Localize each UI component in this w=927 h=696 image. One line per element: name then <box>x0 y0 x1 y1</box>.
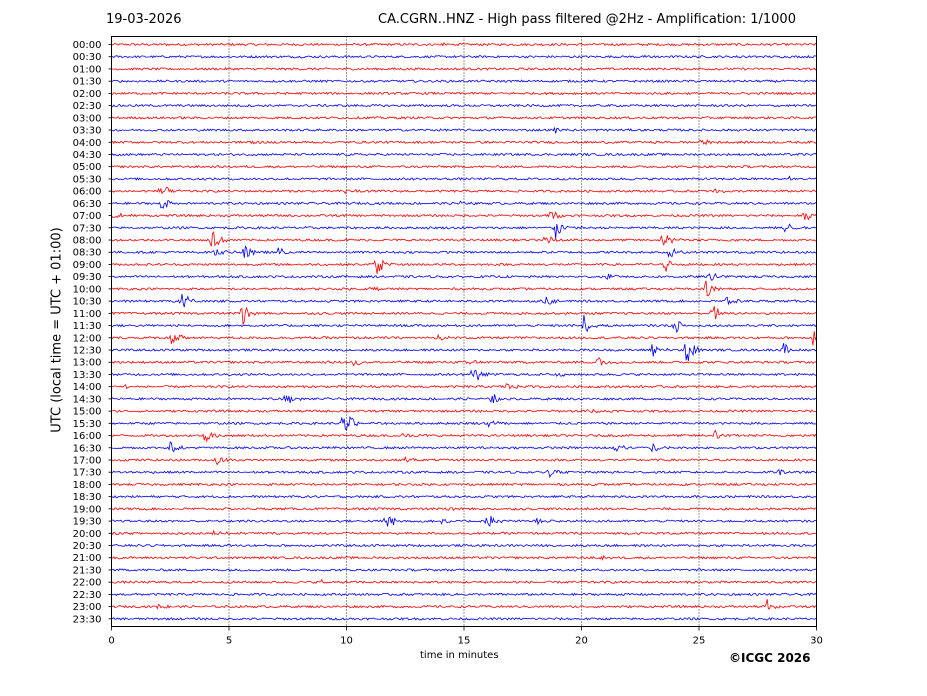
y-tick-label: 20:30 <box>73 541 102 552</box>
y-tick-label: 21:30 <box>73 565 102 576</box>
y-tick-label: 02:30 <box>73 101 102 112</box>
y-tick-label: 23:00 <box>73 602 102 613</box>
y-tick-label: 13:30 <box>73 370 102 381</box>
trace-line <box>111 494 817 499</box>
y-tick-label: 05:00 <box>73 162 102 173</box>
trace-line <box>111 369 817 381</box>
y-tick-label: 15:00 <box>73 407 102 418</box>
y-tick-label: 04:00 <box>73 138 102 149</box>
trace-line <box>111 394 817 404</box>
x-tick-label: 30 <box>810 636 823 647</box>
y-tick-label: 14:00 <box>73 382 102 393</box>
y-tick-label: 22:30 <box>73 590 102 601</box>
y-tick-label: 00:30 <box>73 52 102 63</box>
trace-line <box>111 515 817 527</box>
trace-line <box>111 314 817 333</box>
y-tick-label: 11:00 <box>73 309 102 320</box>
y-tick-label: 03:30 <box>73 126 102 137</box>
y-tick-label: 11:30 <box>73 321 102 332</box>
x-tick-label: 5 <box>226 636 232 647</box>
x-tick-label: 0 <box>108 636 114 647</box>
y-tick-label: 17:00 <box>73 455 102 466</box>
y-tick-label: 20:00 <box>73 529 102 540</box>
y-tick-label: 00:00 <box>73 40 102 51</box>
y-tick-label: 16:00 <box>73 431 102 442</box>
y-tick-label: 09:30 <box>73 272 102 283</box>
y-tick-label: 10:00 <box>73 284 102 295</box>
x-tick-label: 25 <box>693 636 706 647</box>
y-tick-label: 01:00 <box>73 64 102 75</box>
trace-line <box>111 568 817 572</box>
copyright-label: ©ICGC 2026 <box>729 651 811 665</box>
y-tick-label: 04:30 <box>73 150 102 161</box>
trace-line <box>111 543 817 548</box>
y-tick-label: 12:30 <box>73 346 102 357</box>
y-tick-label: 07:30 <box>73 223 102 234</box>
y-tick-label: 12:00 <box>73 333 102 344</box>
x-tick-label: 15 <box>458 636 471 647</box>
y-tick-label: 19:00 <box>73 504 102 515</box>
x-ticks-group: 0 5 10 15 20 25 30 <box>108 626 823 647</box>
trace-line <box>111 617 817 621</box>
y-tick-label: 19:30 <box>73 517 102 528</box>
gridlines-group <box>228 36 700 627</box>
chart-title: CA.CGRN..HNZ - High pass filtered @2Hz -… <box>378 12 796 27</box>
y-tick-label: 02:00 <box>73 89 102 100</box>
y-tick-label: 23:30 <box>73 614 102 625</box>
x-tick-label: 20 <box>575 636 588 647</box>
y-tick-label: 06:00 <box>73 187 102 198</box>
y-tick-label: 18:30 <box>73 492 102 503</box>
trace-line <box>111 555 817 561</box>
y-tick-label: 10:30 <box>73 297 102 308</box>
y-tick-label: 13:00 <box>73 358 102 369</box>
trace-line <box>111 468 817 479</box>
x-axis-label: time in minutes <box>420 650 499 661</box>
y-tick-label: 06:30 <box>73 199 102 210</box>
y-tick-label: 08:30 <box>73 248 102 259</box>
trace-line <box>111 211 817 221</box>
trace-line <box>111 175 817 181</box>
y-tick-label: 16:30 <box>73 443 102 454</box>
trace-line <box>111 441 817 453</box>
y-tick-label: 05:30 <box>73 174 102 185</box>
y-tick-label: 18:00 <box>73 480 102 491</box>
date-label: 19-03-2026 <box>106 12 182 27</box>
y-tick-label: 22:00 <box>73 578 102 589</box>
x-tick-label: 10 <box>340 636 353 647</box>
y-tick-label: 15:30 <box>73 419 102 430</box>
trace-line <box>111 67 817 71</box>
trace-line <box>111 259 817 274</box>
y-tick-label: 14:30 <box>73 394 102 405</box>
plot-frame <box>111 36 817 627</box>
y-tick-label: 08:00 <box>73 236 102 247</box>
trace-line <box>111 529 817 536</box>
trace-line <box>111 42 817 47</box>
trace-line <box>111 54 817 59</box>
y-tick-label: 17:30 <box>73 468 102 479</box>
y-tick-label: 09:00 <box>73 260 102 271</box>
y-tick-label: 01:30 <box>73 77 102 88</box>
y-tick-label: 03:00 <box>73 113 102 124</box>
y-tick-label: 07:00 <box>73 211 102 222</box>
y-tick-label: 21:00 <box>73 553 102 564</box>
